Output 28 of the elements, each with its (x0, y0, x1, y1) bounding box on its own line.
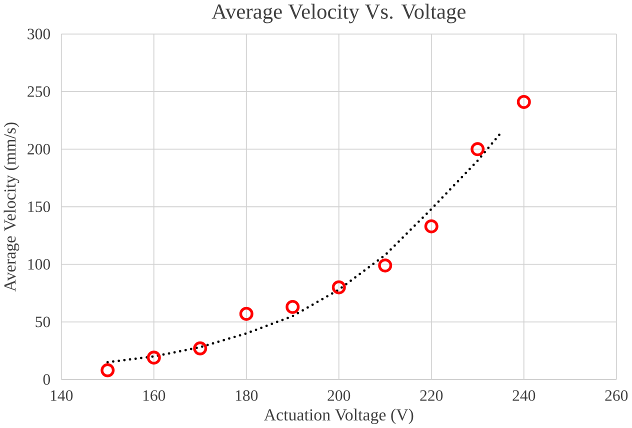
x-tick-label: 260 (605, 390, 628, 402)
point (424, 219, 438, 234)
y-axis-title: Average Velocity (mm/s) (4, 122, 20, 292)
x-tick-label: 200 (328, 390, 350, 402)
y-tick-label: 150 (28, 202, 50, 212)
y-tick-label: 250 (28, 86, 50, 98)
line-series (106, 132, 502, 364)
point (239, 306, 254, 321)
x-tick-label: 160 (143, 390, 166, 402)
point (516, 95, 531, 110)
y-tick-label: 50 (36, 316, 50, 328)
point (332, 280, 346, 294)
point (470, 142, 485, 156)
point (378, 258, 392, 273)
x-tick-label: 220 (420, 390, 443, 402)
y-tick-label: 300 (28, 28, 50, 40)
y-tick-label: 100 (28, 259, 50, 270)
y-tick-label: 200 (28, 144, 50, 155)
point (193, 341, 208, 356)
x-tick-label: 180 (236, 390, 258, 402)
y-tick-label: 0 (43, 374, 50, 385)
x-tick-label: 140 (50, 390, 73, 402)
point (286, 300, 300, 314)
point (100, 363, 115, 378)
chart-title: Average Velocity Vs. Voltage (212, 4, 466, 24)
point (146, 350, 161, 365)
x-tick-label: 240 (512, 390, 536, 402)
x-axis-title: Actuation Voltage (V) (264, 408, 414, 424)
